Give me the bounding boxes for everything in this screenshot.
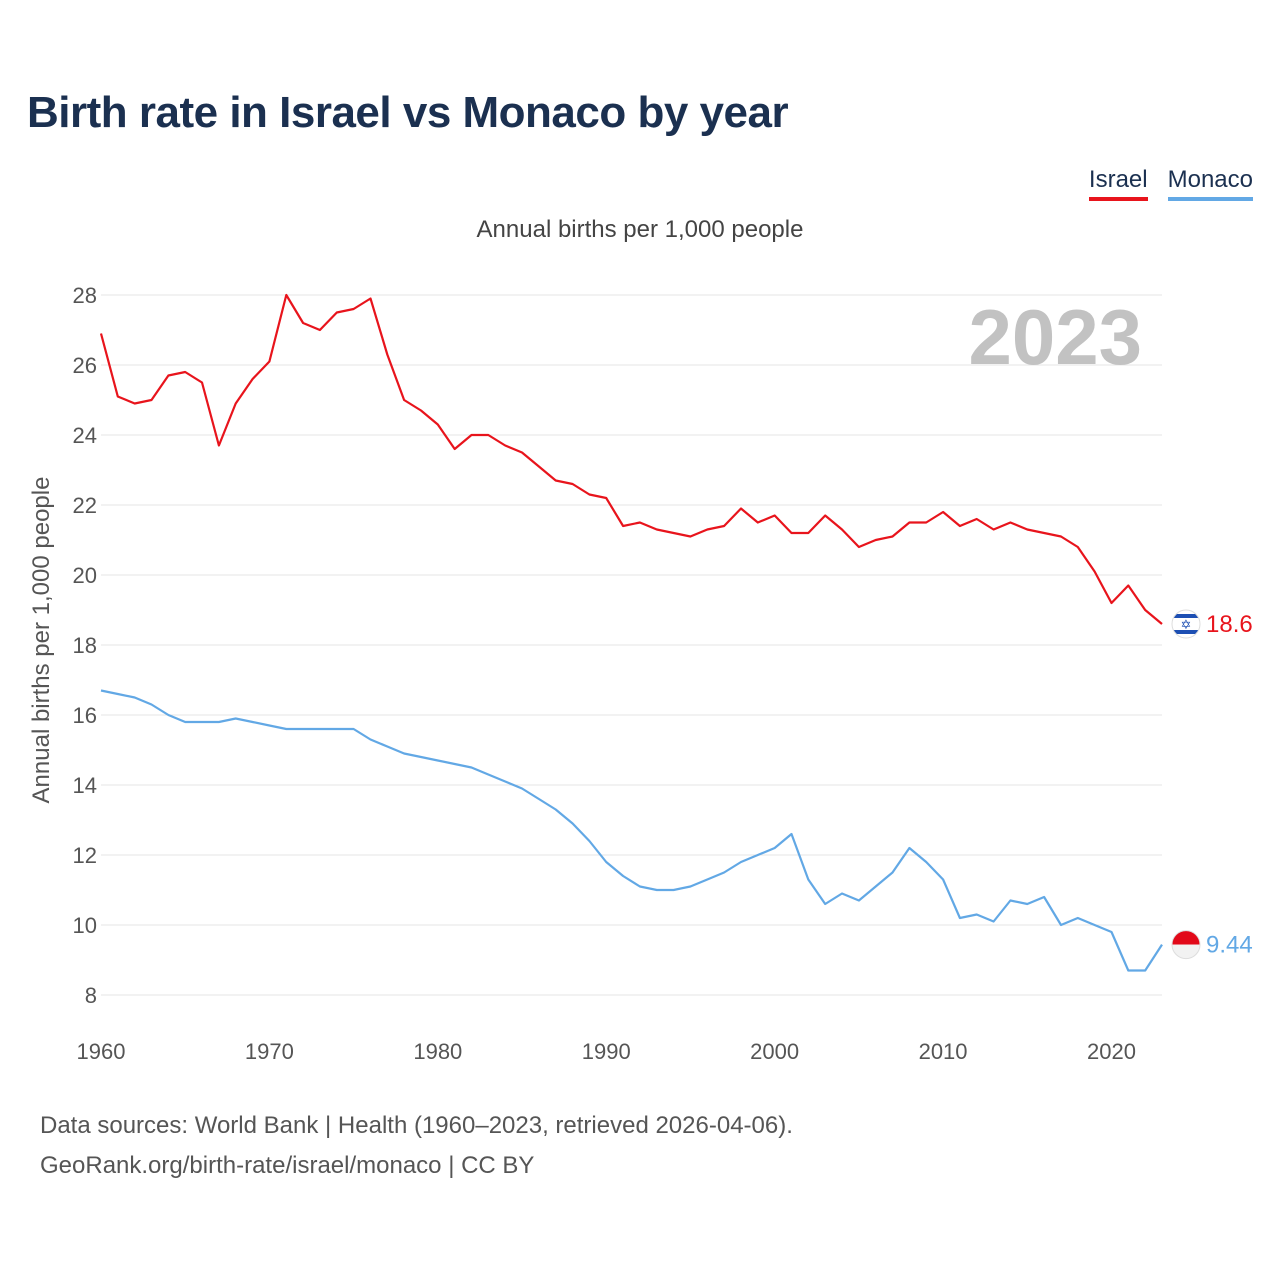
israel-flag-icon: ✡ bbox=[1171, 609, 1201, 639]
legend-item-israel[interactable]: Israel bbox=[1088, 166, 1148, 201]
legend-item-monaco[interactable]: Monaco bbox=[1167, 166, 1253, 201]
x-tick-label: 1960 bbox=[77, 1039, 126, 1064]
source-line: Data sources: World Bank | Health (1960–… bbox=[40, 1112, 793, 1139]
series-line-monaco[interactable] bbox=[100, 689, 1163, 972]
end-value-label-monaco: 9.44 bbox=[1206, 932, 1253, 959]
x-tick-label: 2000 bbox=[750, 1039, 799, 1064]
y-tick-label: 18 bbox=[73, 633, 97, 658]
series-line-israel[interactable] bbox=[99, 293, 1163, 625]
y-tick-label: 14 bbox=[73, 773, 97, 798]
source-notes: Data sources: World Bank | Health (1960–… bbox=[40, 1106, 793, 1186]
x-tick-label: 2020 bbox=[1087, 1039, 1136, 1064]
year-badge: 2023 bbox=[968, 293, 1142, 381]
chart-subtitle: Annual births per 1,000 people bbox=[476, 216, 804, 243]
source-link[interactable]: GeoRank.org/birth-rate/israel/monaco | C… bbox=[40, 1152, 535, 1179]
legend: Israel Monaco bbox=[1088, 166, 1253, 201]
y-tick-label: 24 bbox=[73, 423, 97, 448]
x-tick-label: 1980 bbox=[413, 1039, 462, 1064]
monaco-flag-icon bbox=[1171, 930, 1201, 960]
x-tick-label: 2010 bbox=[919, 1039, 968, 1064]
x-tick-label: 1990 bbox=[582, 1039, 631, 1064]
x-tick-label: 1970 bbox=[245, 1039, 294, 1064]
y-tick-label: 16 bbox=[73, 703, 97, 728]
chart-title: Birth rate in Israel vs Monaco by year bbox=[27, 88, 789, 137]
end-markers: ✡ 18.6 9.44 bbox=[1171, 609, 1253, 960]
y-tick-label: 22 bbox=[73, 493, 97, 518]
svg-text:✡: ✡ bbox=[1181, 618, 1192, 633]
y-tick-label: 8 bbox=[85, 983, 97, 1008]
end-value-label-israel: 18.6 bbox=[1206, 611, 1253, 638]
y-tick-label: 26 bbox=[73, 353, 97, 378]
y-tick-label: 20 bbox=[73, 563, 97, 588]
y-tick-label: 12 bbox=[73, 843, 97, 868]
y-tick-label: 28 bbox=[73, 283, 97, 308]
y-tick-label: 10 bbox=[73, 913, 97, 938]
y-tick-labels: 8 10 12 14 16 18 20 22 24 26 28 bbox=[73, 283, 97, 1008]
grid-lines bbox=[101, 294, 1162, 996]
series-lines bbox=[99, 293, 1163, 972]
x-tick-labels: 1960 1970 1980 1990 2000 2010 2020 bbox=[77, 1039, 1136, 1064]
